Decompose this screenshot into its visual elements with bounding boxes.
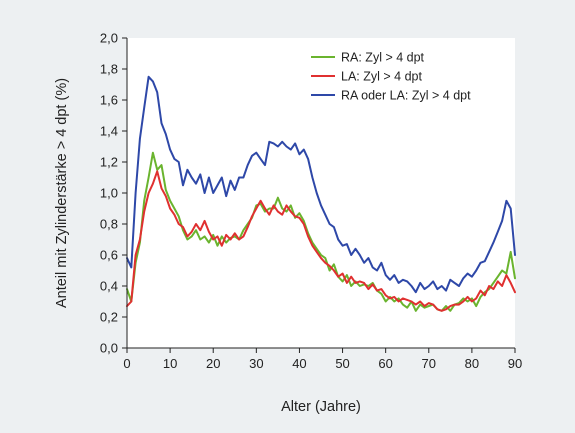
ticks-layer: 0 10 20 30 40 50 60 70 80 90 0,0 0,2 0,4 0,6 0,8 1,0 1,2…: [100, 31, 522, 372]
y-tick-label: 0,8: [100, 217, 118, 232]
x-tick-label: 10: [163, 356, 177, 371]
series-layer: [126, 75, 516, 312]
x-tick-label: 0: [123, 356, 130, 371]
plot-area: [127, 38, 515, 348]
legend-label-0: RA: Zyl > 4 dpt: [341, 51, 425, 65]
legend-label-2: RA oder LA: Zyl > 4 dpt: [341, 89, 471, 103]
y-tick-label: 2,0: [100, 31, 118, 46]
y-axis-title: Anteil mit Zylinderstärke > 4 dpt (%): [54, 78, 70, 308]
y-tick-label: 1,0: [100, 186, 118, 201]
y-tick-label: 0,2: [100, 310, 118, 325]
x-tick-label: 90: [508, 356, 522, 371]
x-tick-label: 80: [465, 356, 479, 371]
y-tick-label: 0,4: [100, 279, 118, 294]
x-tick-label: 70: [422, 356, 436, 371]
legend-label-1: LA: Zyl > 4 dpt: [341, 70, 422, 84]
x-tick-label: 20: [206, 356, 220, 371]
series-line-1: [126, 170, 516, 312]
y-tick-label: 0,6: [100, 248, 118, 263]
y-tick-label: 1,2: [100, 155, 118, 170]
y-tick-label: 1,8: [100, 62, 118, 77]
y-tick-label: 1,4: [100, 124, 118, 139]
x-tick-label: 50: [335, 356, 349, 371]
x-tick-label: 40: [292, 356, 306, 371]
y-tick-label: 0,0: [100, 341, 118, 356]
y-tick-label: 1,6: [100, 93, 118, 108]
x-tick-label: 60: [378, 356, 392, 371]
legend: RA: Zyl > 4 dpt LA: Zyl > 4 dpt RA oder LA…: [311, 51, 471, 103]
x-axis-title: Alter (Jahre): [281, 399, 361, 415]
series-line-0: [126, 151, 516, 312]
series-line-2: [126, 75, 516, 294]
x-tick-label: 30: [249, 356, 263, 371]
